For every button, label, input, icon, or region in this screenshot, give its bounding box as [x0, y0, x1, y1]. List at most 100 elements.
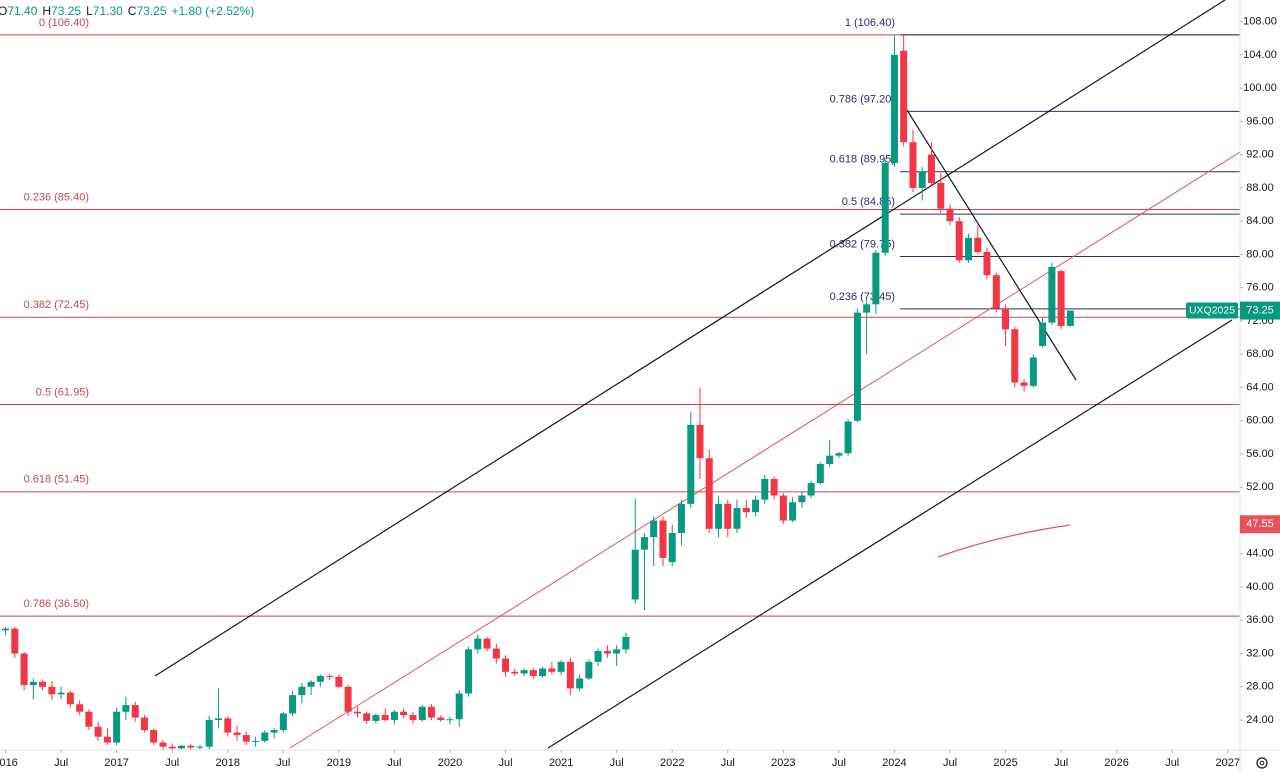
candle-body: [835, 453, 843, 456]
y-tick-label: 40.00: [1246, 581, 1274, 593]
fib-layer: 0 (106.40) 0.236 (85.40) 0.382 (72.45) 0.5 …: [0, 17, 1240, 617]
y-tick-label: 64.00: [1246, 381, 1274, 393]
y-tick-label: 60.00: [1246, 415, 1274, 427]
candle-body: [381, 715, 389, 721]
candle-body: [113, 711, 121, 743]
ohlc-key: C: [128, 4, 137, 18]
candle-body: [853, 312, 861, 421]
channel-top: [154, 0, 1226, 677]
y-tick-label: 28.00: [1246, 681, 1274, 693]
gear[interactable]: [1256, 757, 1268, 769]
candle-body: [761, 478, 769, 500]
candle-body: [798, 495, 806, 503]
candle-body: [668, 532, 676, 563]
x-tick-label: 2024: [882, 757, 906, 769]
candle-body: [122, 705, 130, 712]
candle-body: [29, 681, 37, 686]
candle-body: [289, 695, 297, 714]
candle-body: [1039, 322, 1047, 346]
fib-label: 0.236 (73.45): [830, 291, 895, 303]
candle-body: [677, 503, 685, 533]
candle-body: [20, 653, 28, 686]
x-tick-label: Jul: [832, 757, 846, 769]
candle-body: [390, 711, 398, 721]
y-tick-label: 80.00: [1246, 248, 1274, 260]
fib-label: 0 (106.40): [39, 17, 89, 29]
candle-body: [816, 463, 824, 484]
fib-label: 0.236 (85.40): [24, 191, 89, 203]
candle-body: [233, 732, 241, 736]
candle-body: [687, 424, 695, 504]
candle-body: [511, 671, 519, 674]
candle-body: [974, 237, 982, 252]
candle-body: [955, 221, 963, 261]
x-tick-label: 2022: [660, 757, 684, 769]
candle-body: [965, 237, 973, 261]
candle-body: [39, 681, 47, 687]
x-tick-label: Jul: [1165, 757, 1179, 769]
candle-body: [2, 628, 10, 631]
candle-body: [66, 692, 74, 705]
x-tick-label: 2020: [438, 757, 462, 769]
candle-body: [270, 730, 278, 733]
y-tick-label: 76.00: [1246, 282, 1274, 294]
x-tick-label: 2019: [327, 757, 351, 769]
y-tick-label: 52.00: [1246, 481, 1274, 493]
candle-body: [733, 508, 741, 529]
x-tick-label: 2017: [104, 757, 128, 769]
fib-label: 0.786 (36.50): [24, 598, 89, 610]
candle-body: [427, 706, 435, 718]
candle-body: [937, 182, 945, 209]
candle-body: [1011, 329, 1019, 383]
candle-body: [752, 499, 760, 513]
candle-body: [900, 50, 908, 143]
x-tick-label: Jul: [54, 757, 68, 769]
candle-body: [400, 711, 408, 716]
candle-body: [372, 715, 380, 721]
candle-body: [85, 711, 93, 727]
y-tick-label: 56.00: [1246, 448, 1274, 460]
x-tick-label: Jul: [610, 757, 624, 769]
candle-body: [1029, 357, 1037, 386]
candle-body: [918, 171, 926, 188]
candle-body: [529, 670, 537, 676]
candle-body: [307, 681, 315, 687]
candle-body: [150, 730, 158, 743]
fib-label: 0.618 (89.95): [830, 154, 895, 166]
candle-body: [177, 745, 185, 749]
candle-body: [705, 458, 713, 529]
x-tick-label: 2023: [771, 757, 795, 769]
y-tick-label: 68.00: [1246, 348, 1274, 360]
ohlc-value: 71.30: [93, 4, 123, 18]
x-tick-label: Jul: [721, 757, 735, 769]
candle-body: [983, 251, 991, 276]
candle-body: [11, 628, 19, 654]
price-tag: [1240, 301, 1280, 320]
candle-body: [659, 520, 667, 558]
candle-body: [789, 502, 797, 521]
candle-body: [483, 638, 491, 649]
candle-body: [890, 54, 898, 163]
ohlc-key: L: [86, 4, 93, 18]
candle-body: [594, 651, 602, 662]
ohlc-key: H: [42, 4, 51, 18]
candle-body: [520, 670, 528, 674]
settings-icon[interactable]: [1256, 757, 1268, 769]
x-tick-label: Jul: [1054, 757, 1068, 769]
y-tick-label: 24.00: [1246, 714, 1274, 726]
ohlc-key: O: [0, 4, 7, 18]
candle-body: [168, 746, 176, 749]
candle-body: [224, 718, 232, 733]
y-tick-label: 104.00: [1243, 49, 1277, 61]
candle-body: [844, 421, 852, 454]
candle-body: [909, 142, 917, 188]
candle-body: [446, 719, 454, 721]
x-tick-label: Jul: [165, 757, 179, 769]
x-tick-label: Jul: [276, 757, 290, 769]
price-label: 73.25: [1246, 304, 1274, 316]
candle-body: [261, 732, 269, 741]
x-tick-label: 2026: [1104, 757, 1128, 769]
candle-body: [48, 686, 56, 695]
candle-body: [779, 495, 787, 521]
candle-body: [353, 711, 361, 714]
